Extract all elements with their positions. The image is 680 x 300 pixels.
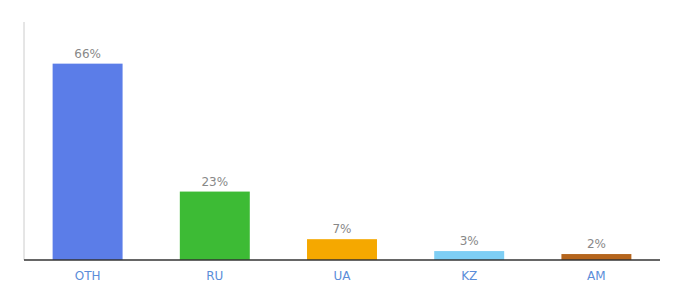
x-axis-line [24,259,660,261]
data-label: 7% [332,222,351,236]
x-tick-label: RU [206,269,223,283]
chart-svg: 66% 23% 7% 3% 2% OTH RU UA KZ AM [0,0,680,300]
x-tick-label: OTH [75,269,101,283]
bar [53,64,123,260]
data-label: 23% [201,175,228,189]
chart-container: 66% 23% 7% 3% 2% OTH RU UA KZ AM [0,0,680,300]
y-axis-line [24,22,25,260]
x-tick-label: AM [587,269,606,283]
data-label: 66% [74,47,101,61]
bar [307,239,377,260]
x-tick-label: UA [334,269,352,283]
x-tick-label: KZ [461,269,477,283]
data-label: 3% [460,234,479,248]
bar [180,192,250,260]
bar [561,254,631,260]
bars [53,64,632,260]
data-label: 2% [587,237,606,251]
bar [434,251,504,260]
